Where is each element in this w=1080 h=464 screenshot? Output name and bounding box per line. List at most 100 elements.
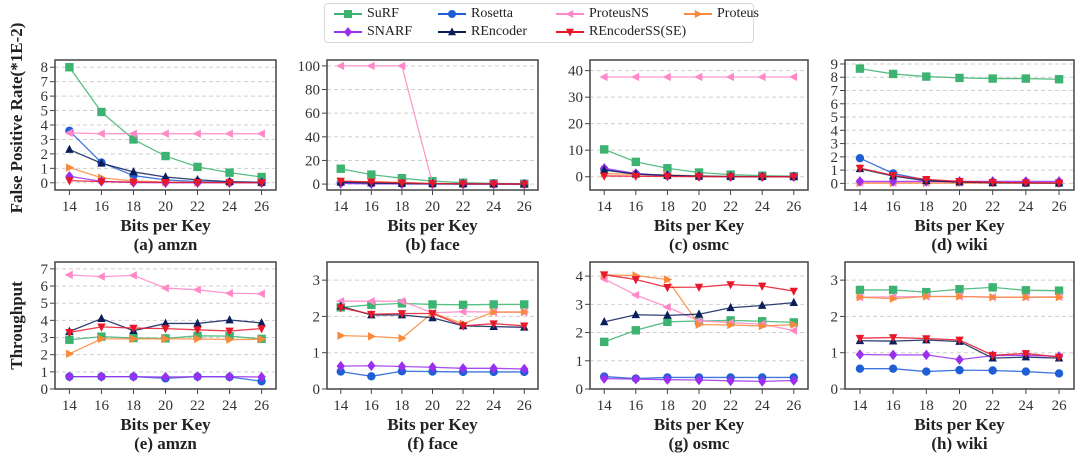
- data-point-proteusns: [788, 72, 798, 82]
- x-tick-label: 20: [425, 398, 440, 414]
- data-point-rencoderss-se: [694, 283, 704, 292]
- data-point-rencoderss-se: [520, 180, 529, 189]
- y-tick-label: 30: [568, 90, 583, 106]
- series-rencoder: [65, 313, 266, 335]
- legend-label: REncoder: [471, 24, 527, 39]
- legend-item-rosetta: Rosetta: [437, 6, 513, 22]
- subplot-f-face: 0 1 2 3 14 16 18 20 22 24 26 Bits per Key(f) face: [313, 261, 539, 453]
- data-point-snarf: [520, 363, 529, 375]
- data-point-proteusns: [160, 283, 169, 293]
- series-snarf: [336, 360, 529, 375]
- data-point-rencoder: [97, 313, 106, 322]
- y-tick-label: 3: [831, 273, 839, 289]
- data-point-proteus: [956, 292, 965, 301]
- subplot-h-wiki: 0 1 2 3 14 16 18 20 22 24 26 Bits per Key(h) wiki: [831, 261, 1075, 453]
- data-point-rencoderss-se: [193, 326, 202, 335]
- x-tick-label: 14: [62, 398, 78, 414]
- data-point-rencoder: [65, 144, 74, 153]
- y-tick-label: 7: [41, 262, 49, 278]
- axes-frame: [326, 59, 539, 191]
- y-tick-label: 1: [831, 163, 839, 179]
- data-point-rencoderss-se: [458, 322, 468, 331]
- x-tick-label: 14: [333, 398, 349, 414]
- data-point-rencoderss-se: [397, 310, 407, 319]
- data-point-snarf: [489, 363, 498, 374]
- series-surf: [855, 283, 1064, 297]
- data-point-rencoder: [161, 318, 170, 327]
- subplot-g-osmc: 0 1 2 3 4 14 16 18 20 22 24 26 Bits per Key(g) osmc: [576, 261, 809, 453]
- data-point-rencoderss-se: [1021, 350, 1031, 359]
- y-tick-label: 5: [41, 296, 49, 312]
- data-point-surf: [922, 287, 931, 297]
- x-tick-label: 16: [886, 199, 902, 215]
- data-point-surf: [663, 317, 672, 327]
- x-tick-label: 18: [660, 398, 675, 414]
- data-point-rosetta: [855, 364, 865, 373]
- data-point-surf: [161, 151, 170, 161]
- y-tick-label: 3: [576, 297, 584, 313]
- data-point-rencoder: [600, 317, 609, 326]
- data-point-proteus: [1055, 292, 1064, 302]
- data-point-rencoderss-se: [458, 180, 468, 189]
- x-tick-label: 22: [985, 398, 1000, 414]
- legend-swatch-surf-icon: [334, 10, 362, 18]
- data-point-proteusns: [224, 289, 233, 298]
- x-tick-label: 16: [364, 199, 380, 215]
- series-proteusns: [64, 128, 265, 138]
- data-point-proteusns: [366, 296, 375, 306]
- data-point-surf: [225, 331, 234, 341]
- data-point-snarf: [97, 371, 106, 382]
- y-tick-label: 6: [41, 279, 49, 295]
- data-point-proteusns: [366, 61, 375, 71]
- subplot-title: (a) amzn: [134, 235, 198, 254]
- data-point-proteus: [98, 334, 107, 344]
- x-tick-label: 20: [158, 199, 173, 215]
- data-point-rencoderss-se: [489, 320, 498, 329]
- legend-swatch-proteusns-icon: [556, 10, 584, 18]
- data-point-rencoderss-se: [726, 173, 735, 182]
- y-tick-label: 1: [576, 354, 584, 370]
- x-tick-label: 16: [94, 199, 110, 215]
- x-axis-label: Bits per Key: [387, 216, 478, 235]
- data-point-surf: [489, 300, 498, 309]
- data-point-snarf: [428, 361, 437, 373]
- data-point-proteusns: [128, 129, 137, 138]
- data-point-surf: [336, 164, 345, 173]
- data-point-rencoderss-se: [257, 179, 266, 188]
- data-point-rosetta: [1054, 369, 1064, 378]
- data-point-proteus: [695, 320, 704, 329]
- x-tick-label: 20: [158, 398, 173, 414]
- data-point-rencoderss-se: [225, 179, 234, 188]
- y-tick-label: 4: [831, 123, 839, 139]
- data-point-rencoderss-se: [336, 304, 345, 313]
- legend-marker-surf: [344, 10, 352, 18]
- legend-item-rencoderss-se: REncoderSS(SE): [555, 24, 686, 40]
- data-point-rencoderss-se: [257, 325, 266, 334]
- y-tick-label: 3: [41, 132, 49, 148]
- data-point-rencoderss-se: [855, 164, 865, 173]
- data-point-proteus: [790, 320, 799, 329]
- x-tick-label: 14: [62, 199, 78, 215]
- data-point-proteusns: [96, 129, 105, 138]
- legend-marker-proteus: [694, 10, 703, 18]
- data-point-surf: [193, 162, 202, 172]
- y-tick-label: 6: [831, 97, 839, 113]
- data-point-rosetta: [888, 364, 898, 373]
- y-tick-label: 3: [313, 273, 321, 289]
- data-point-snarf: [955, 354, 964, 365]
- legend-item-snarf: SNARF: [333, 24, 412, 40]
- data-point-proteusns: [335, 296, 345, 306]
- data-point-surf: [888, 285, 898, 295]
- series-rencoderss-se: [336, 304, 529, 331]
- data-point-rencoder: [694, 309, 704, 318]
- data-point-proteusns: [599, 72, 608, 82]
- x-tick-label: 16: [364, 398, 380, 414]
- y-tick-label: 0: [313, 382, 321, 398]
- data-point-proteus: [398, 334, 407, 343]
- subplot-title: (f) face: [407, 434, 458, 453]
- data-point-rencoderss-se: [789, 173, 798, 182]
- data-point-surf: [428, 300, 437, 309]
- x-tick-label: 18: [919, 199, 934, 215]
